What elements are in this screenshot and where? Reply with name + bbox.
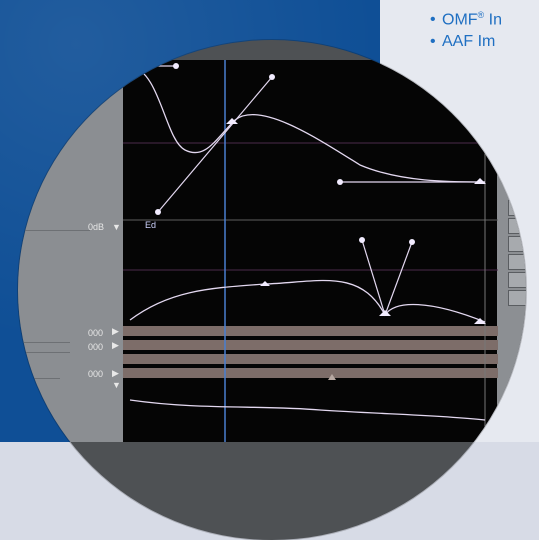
panel-button[interactable]: [508, 254, 526, 270]
bezier-handle[interactable]: [361, 239, 386, 316]
divider: [18, 342, 70, 343]
arrow-icon[interactable]: ◀: [114, 62, 121, 72]
audio-track[interactable]: [123, 326, 498, 336]
feature-item-aaf: • AAF Im: [430, 31, 502, 53]
keyframe-curve[interactable]: [129, 65, 486, 183]
divider: [18, 230, 90, 231]
audio-track[interactable]: [123, 368, 498, 378]
handle-point[interactable]: [337, 179, 343, 185]
keyframe-marker-icon[interactable]: [474, 178, 486, 184]
bullet-icon: •: [430, 11, 436, 29]
handle-point[interactable]: [269, 74, 275, 80]
level-label: 000: [88, 342, 104, 352]
level-label: 000: [88, 328, 104, 338]
level-label: 000: [88, 369, 104, 379]
magnified-editor-view: 0dB 000 000 000 Ed ◀ ▼ ▶ ▶ ▶ ▼: [18, 40, 526, 540]
bezier-handle[interactable]: [384, 241, 413, 316]
divider: [18, 378, 60, 379]
keyframe-marker-icon[interactable]: [260, 281, 270, 286]
track-header-panel: [18, 40, 125, 442]
keyframe-marker-icon[interactable]: [379, 310, 391, 316]
keyframe-label: Ed: [145, 220, 157, 230]
playhead-marker-icon[interactable]: [328, 374, 336, 380]
keyframe-marker-icon[interactable]: [226, 118, 238, 124]
graph-curves: [123, 60, 498, 442]
arrow-icon[interactable]: ▶: [112, 326, 119, 336]
bezier-handle[interactable]: [157, 76, 273, 213]
handle-point[interactable]: [409, 239, 415, 245]
audio-track[interactable]: [123, 340, 498, 350]
handle-point[interactable]: [359, 237, 365, 243]
handle-point[interactable]: [173, 63, 179, 69]
keyframe-graph[interactable]: [123, 60, 498, 442]
level-label: 0dB: [88, 222, 105, 232]
panel-button[interactable]: [508, 290, 526, 306]
panel-button[interactable]: [508, 272, 526, 288]
panel-button[interactable]: [508, 236, 526, 252]
arrow-icon[interactable]: ▼: [112, 380, 121, 390]
feature-list: • OMF® In • AAF Im: [430, 4, 502, 53]
arrow-icon[interactable]: ▶: [112, 368, 119, 378]
panel-button[interactable]: [508, 200, 526, 216]
audio-track[interactable]: [123, 354, 498, 364]
arrow-icon[interactable]: ▼: [112, 222, 121, 232]
arrow-icon[interactable]: ▶: [112, 340, 119, 350]
panel-button[interactable]: [508, 218, 526, 234]
divider: [18, 352, 70, 353]
keyframe-marker-icon[interactable]: [124, 64, 136, 70]
lower-curve[interactable]: [129, 399, 486, 421]
feature-item-omf: • OMF® In: [430, 4, 502, 31]
keyframe-marker-icon[interactable]: [474, 318, 486, 324]
bullet-icon: •: [430, 33, 436, 51]
level-curve[interactable]: [129, 279, 486, 323]
handle-point[interactable]: [155, 209, 161, 215]
